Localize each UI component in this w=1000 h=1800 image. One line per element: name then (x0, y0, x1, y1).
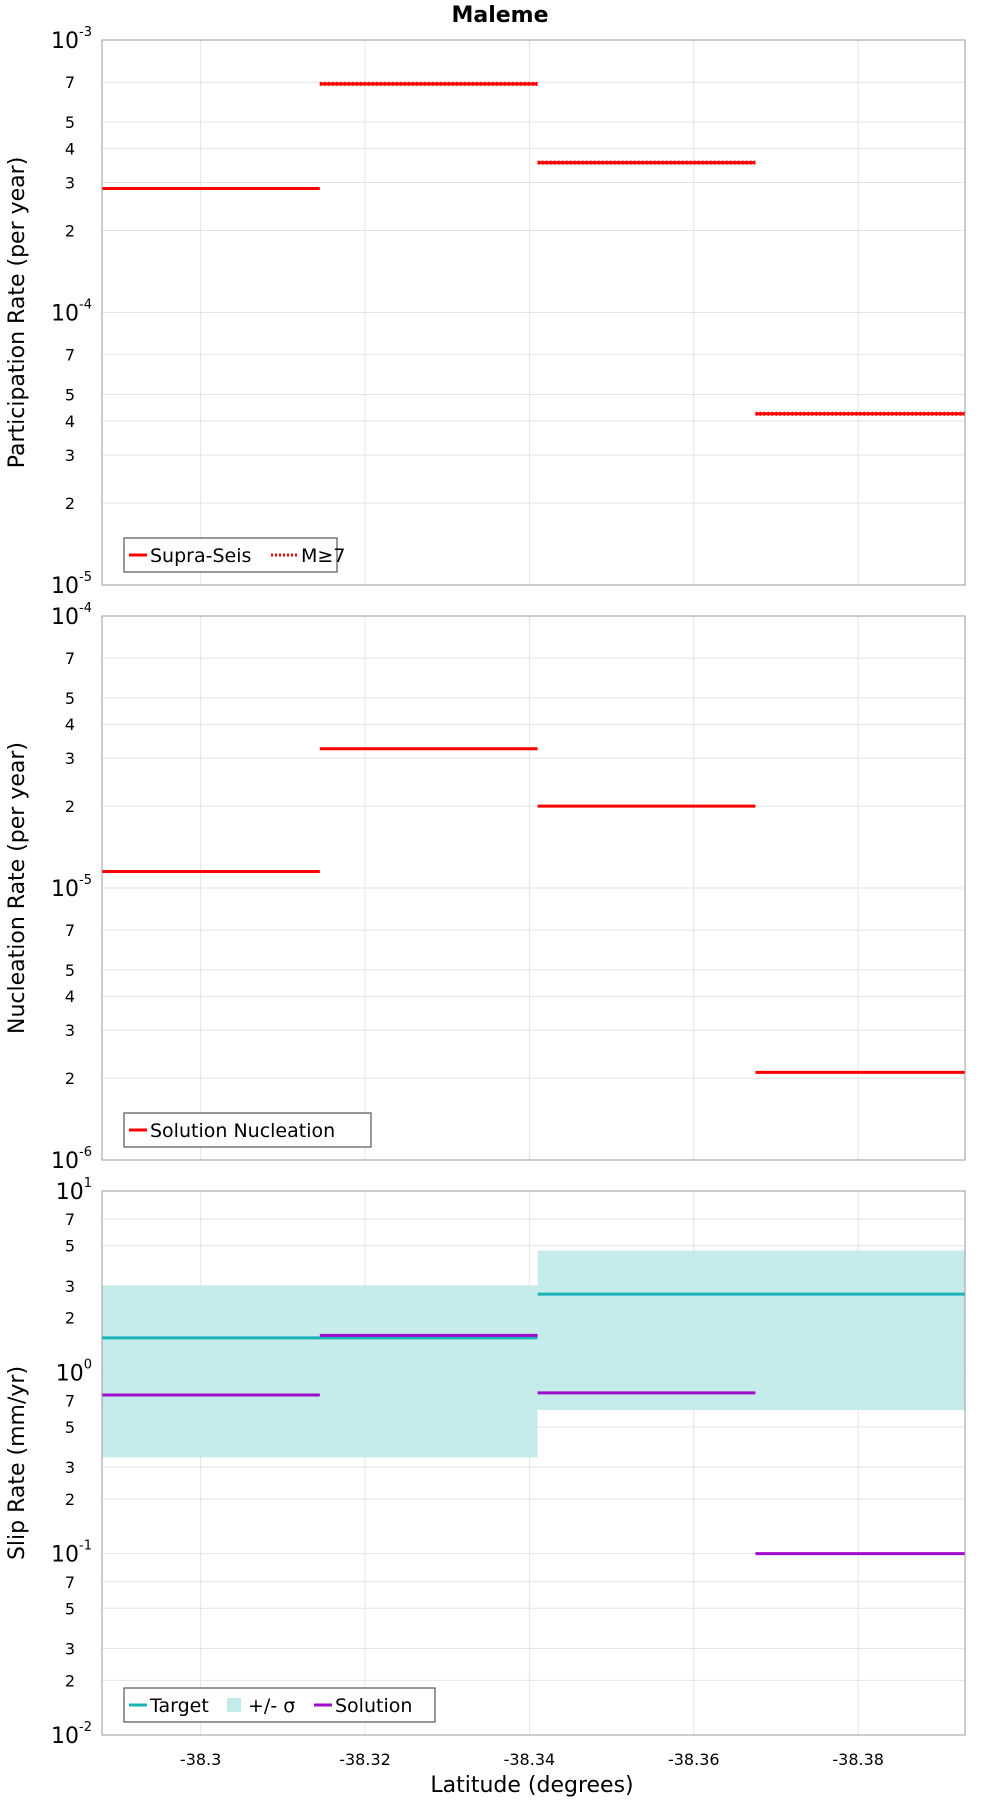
y-tick-label: 5 (65, 1599, 75, 1618)
y-tick-label: 7 (65, 649, 75, 668)
y-tick-label: 10-1 (51, 1539, 92, 1568)
plot-frame (101, 615, 966, 1161)
y-tick-label: 10-6 (51, 1145, 92, 1174)
y-tick-label: 7 (65, 1391, 75, 1410)
legend-swatch (227, 1698, 241, 1712)
y-tick-label: 2 (65, 494, 75, 513)
x-tick-label: -38.38 (832, 1750, 884, 1769)
y-tick-label: 5 (65, 689, 75, 708)
y-tick-label: 5 (65, 113, 75, 132)
x-axis-label: Latitude (degrees) (430, 1773, 633, 1798)
legend: Supra-Seis M≥7 (123, 537, 345, 573)
y-tick-label: 7 (65, 1573, 75, 1592)
y-tick-label: 3 (65, 173, 75, 192)
y-tick-label: 7 (65, 921, 75, 940)
y-tick-label: 10-4 (51, 601, 92, 630)
y-tick-label: 3 (65, 1639, 75, 1658)
plot-frame (101, 1190, 966, 1736)
y-tick-label: 7 (65, 346, 75, 365)
legend-box (123, 1687, 436, 1723)
legend-label: Solution Nucleation (150, 1120, 335, 1142)
y-tick-label: 4 (65, 987, 75, 1006)
legend-box (123, 537, 338, 573)
x-tick-label: -38.36 (668, 1750, 720, 1769)
y-tick-label: 5 (65, 961, 75, 980)
y-tick-label: 5 (65, 1237, 75, 1256)
y-tick-label: 100 (56, 1357, 92, 1386)
y-tick-label: 7 (65, 1210, 75, 1229)
x-tick-label: -38.34 (504, 1750, 556, 1769)
plot-frame (101, 39, 966, 586)
y-tick-label: 4 (65, 139, 75, 158)
y-tick-label: 10-2 (51, 1720, 92, 1749)
y-tick-label: 3 (65, 749, 75, 768)
y-axis-label: Nucleation Rate (per year) (5, 742, 30, 1034)
sigma-band (537, 1250, 965, 1410)
chart-title: Maleme (451, 3, 548, 28)
y-axis-label: Slip Rate (mm/yr) (5, 1366, 30, 1560)
y-tick-label: 10-4 (51, 298, 92, 327)
y-tick-label: 5 (65, 1418, 75, 1437)
sigma-band (102, 1285, 538, 1458)
y-tick-label: 101 (56, 1176, 92, 1205)
y-tick-label: 5 (65, 386, 75, 405)
y-tick-label: 2 (65, 1309, 75, 1328)
y-tick-label: 4 (65, 412, 75, 431)
x-tick-label: -38.32 (339, 1750, 391, 1769)
legend-label: Solution (335, 1695, 412, 1717)
y-tick-label: 3 (65, 446, 75, 465)
legend: Solution Nucleation (123, 1112, 372, 1148)
legend-label: Supra-Seis (150, 545, 251, 567)
y-tick-label: 3 (65, 1021, 75, 1040)
legend-label: +/- σ (248, 1695, 295, 1717)
legend-label: Target (149, 1695, 209, 1717)
y-tick-label: 10-3 (51, 25, 92, 54)
panel-1: 10-5 2 3 4 5 7 10-4 2 3 4 5 7 10-3 Participation Rate… (5, 25, 966, 599)
y-axis-label: Participation Rate (per year) (5, 157, 30, 469)
legend-label: M≥7 (301, 545, 345, 567)
panel-3: 10-2 2 3 5 7 10-1 2 3 5 7 100 2 3 5 7 101 Slip Rate (mm/… (5, 1176, 966, 1749)
legend-box (123, 1112, 372, 1148)
y-tick-label: 2 (65, 1671, 75, 1690)
y-tick-label: 2 (65, 221, 75, 240)
panel-2: 10-6 2 3 4 5 7 10-5 2 3 4 5 7 10-4 Nucleation Rate (p… (5, 601, 966, 1174)
y-tick-label: 10-5 (51, 570, 92, 599)
y-tick-label: 2 (65, 1069, 75, 1088)
y-tick-label: 2 (65, 1490, 75, 1509)
y-tick-label: 3 (65, 1277, 75, 1296)
x-tick-label: -38.3 (180, 1750, 221, 1769)
y-tick-label: 3 (65, 1458, 75, 1477)
y-tick-label: 4 (65, 715, 75, 734)
y-tick-label: 7 (65, 73, 75, 92)
legend: Target +/- σ Solution (123, 1687, 436, 1723)
y-tick-label: 2 (65, 797, 75, 816)
y-tick-label: 10-5 (51, 873, 92, 902)
